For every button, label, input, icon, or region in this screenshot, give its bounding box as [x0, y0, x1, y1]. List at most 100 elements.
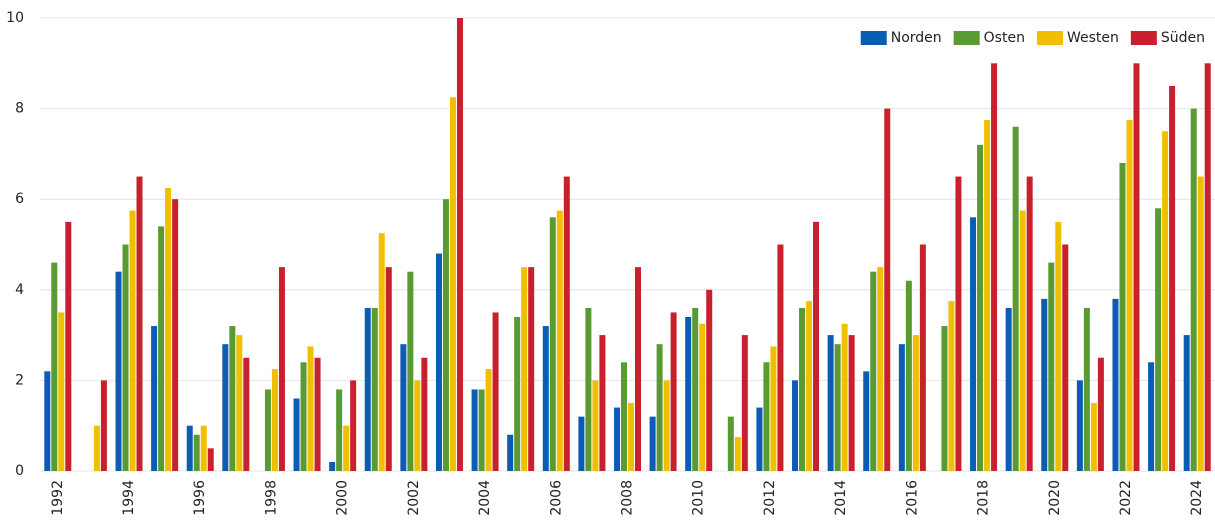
bar — [1148, 362, 1155, 471]
bar — [264, 389, 271, 471]
bar — [941, 326, 948, 471]
bar — [193, 434, 200, 471]
y-tick-label: 6 — [15, 191, 24, 207]
bar — [663, 380, 670, 471]
x-tick-label: 2008 — [620, 480, 636, 516]
bar — [293, 398, 300, 471]
bar — [314, 357, 321, 471]
y-tick-label: 2 — [15, 372, 24, 388]
bar — [592, 380, 599, 471]
bar — [827, 335, 834, 471]
bar — [877, 267, 884, 471]
bar — [706, 289, 713, 471]
bar — [300, 362, 307, 471]
bar — [585, 307, 592, 471]
bar — [1183, 335, 1190, 471]
bar — [1097, 357, 1104, 471]
bar — [449, 97, 456, 472]
bar — [1126, 119, 1133, 472]
bar — [421, 357, 428, 471]
x-tick-label: 2024 — [1189, 480, 1205, 516]
bar — [813, 221, 820, 471]
bar — [207, 448, 214, 471]
bar — [364, 307, 371, 471]
bar — [271, 369, 278, 471]
x-tick-label: 2000 — [335, 480, 351, 516]
bar — [656, 344, 663, 471]
legend-label: Norden — [891, 30, 942, 46]
bar — [670, 312, 677, 471]
legend: Norden Osten Westen Süden — [860, 30, 1205, 46]
bar — [578, 416, 585, 471]
x-tick-label: 1998 — [263, 480, 279, 516]
x-tick-label: 1996 — [192, 480, 208, 516]
bar — [278, 267, 285, 471]
bar — [400, 344, 407, 471]
bar — [863, 371, 870, 471]
bar — [770, 346, 777, 471]
bar — [1169, 85, 1176, 471]
bar — [621, 362, 627, 471]
bar — [649, 416, 656, 471]
bar — [984, 119, 991, 472]
bar — [635, 267, 641, 471]
bar — [165, 187, 172, 471]
bar — [1112, 298, 1119, 471]
bar — [336, 389, 343, 471]
legend-swatch — [1130, 31, 1157, 45]
bar — [898, 344, 905, 471]
bar — [841, 323, 848, 471]
bar — [507, 434, 514, 471]
bar — [1133, 63, 1140, 472]
bar — [51, 262, 58, 471]
bar — [1062, 244, 1069, 471]
bar — [905, 280, 912, 471]
bar — [1083, 307, 1090, 471]
bar — [763, 362, 770, 471]
bar — [186, 425, 193, 471]
bar — [158, 226, 165, 471]
bar — [799, 307, 806, 471]
bar — [471, 389, 478, 471]
x-tick-label: 2010 — [691, 480, 707, 516]
bar — [977, 144, 984, 471]
bar — [350, 380, 357, 471]
legend-swatch — [1036, 31, 1063, 45]
bar — [1048, 262, 1055, 471]
bar — [563, 176, 570, 472]
bar — [100, 380, 107, 471]
bar — [492, 312, 499, 471]
bar — [970, 217, 977, 471]
bar — [329, 461, 336, 471]
bar — [556, 210, 563, 471]
y-tick-label: 4 — [15, 282, 24, 298]
bar — [834, 344, 841, 471]
bar — [222, 344, 229, 471]
bar — [1190, 108, 1197, 471]
x-tick-label: 2022 — [1118, 480, 1134, 516]
y-tick-label: 8 — [15, 101, 24, 117]
x-tick-label: 1994 — [121, 480, 137, 516]
x-tick-label: 2014 — [833, 480, 849, 516]
bar — [65, 221, 72, 471]
bar — [521, 267, 528, 471]
bar — [1012, 126, 1019, 471]
bar — [1155, 208, 1162, 471]
bar — [1026, 176, 1033, 472]
bar — [407, 271, 414, 471]
bar — [628, 403, 634, 471]
bar — [172, 199, 179, 471]
bar — [378, 233, 385, 471]
bar — [136, 176, 143, 472]
bar — [912, 335, 919, 471]
bar — [848, 335, 855, 471]
y-tick-label: 0 — [15, 463, 24, 479]
x-tick-label: 1992 — [50, 480, 66, 516]
bar — [1197, 176, 1204, 472]
bar — [456, 18, 463, 471]
x-tick-label: 2012 — [762, 480, 778, 516]
bar — [1005, 307, 1012, 471]
bar — [478, 389, 485, 471]
bar — [870, 271, 877, 471]
bar — [1055, 221, 1062, 471]
